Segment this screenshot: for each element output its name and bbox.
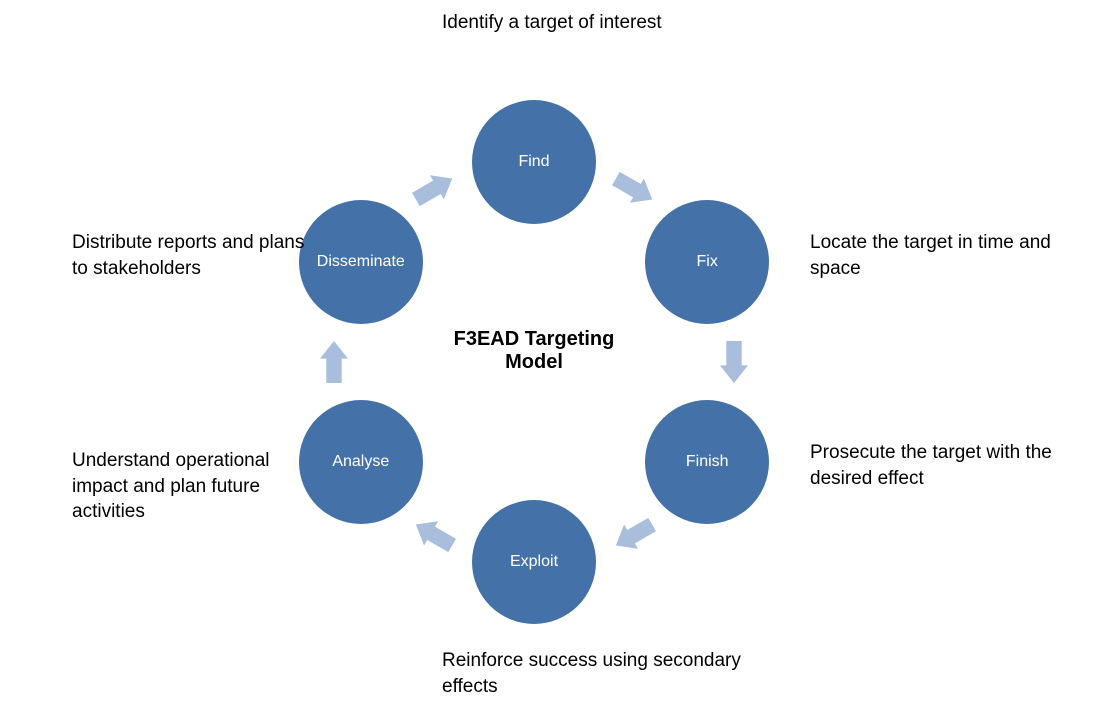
arrow-disseminate-to-find [409,166,459,211]
node-label-disseminate: Disseminate [317,253,405,271]
center-title: F3EAD Targeting Model [414,328,654,374]
arrow-fix-to-finish [720,341,748,383]
node-label-finish: Finish [686,453,729,471]
arrow-exploit-to-analyse [409,513,459,558]
arrow-analyse-to-disseminate [320,341,348,383]
label-finish: Prosecute the target with the desired ef… [810,440,1060,491]
node-find: Find [472,100,596,224]
node-fix: Fix [645,200,769,324]
label-disseminate: Distribute reports and plans to stakehol… [72,230,322,281]
label-find: Identify a target of interest [442,10,762,36]
node-label-find: Find [518,153,549,171]
label-exploit: Reinforce success using secondary effect… [442,648,762,699]
node-label-analyse: Analyse [332,453,389,471]
label-fix: Locate the target in time and space [810,230,1060,281]
node-label-exploit: Exploit [510,553,558,571]
arrow-find-to-fix [609,166,659,211]
label-analyse: Understand operational impact and plan f… [72,448,322,525]
diagram-stage: F3EAD Targeting Model Find Fix Finish Explo… [0,0,1116,724]
node-label-fix: Fix [697,253,718,271]
center-title-line1: F3EAD Targeting [454,328,615,350]
node-exploit: Exploit [472,500,596,624]
center-title-line2: Model [505,351,563,373]
node-finish: Finish [645,400,769,524]
arrow-finish-to-exploit [609,513,659,558]
